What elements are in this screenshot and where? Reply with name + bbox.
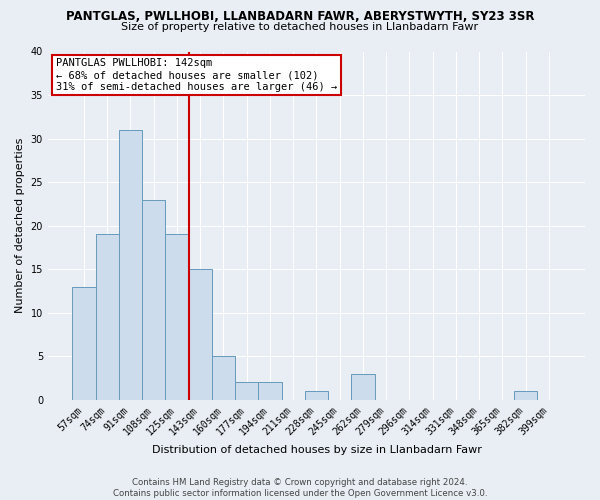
Bar [259,382,281,400]
Bar [352,374,374,400]
Text: PANTGLAS, PWLLHOBI, LLANBADARN FAWR, ABERYSTWYTH, SY23 3SR: PANTGLAS, PWLLHOBI, LLANBADARN FAWR, ABE… [66,10,534,23]
Text: Size of property relative to detached houses in Llanbadarn Fawr: Size of property relative to detached ho… [121,22,479,32]
Bar [212,356,235,400]
Text: Contains HM Land Registry data © Crown copyright and database right 2024.
Contai: Contains HM Land Registry data © Crown c… [113,478,487,498]
Bar [142,200,166,400]
Bar [119,130,142,400]
Text: PANTGLAS PWLLHOBI: 142sqm
← 68% of detached houses are smaller (102)
31% of semi: PANTGLAS PWLLHOBI: 142sqm ← 68% of detac… [56,58,337,92]
Bar [73,286,95,400]
Bar [188,269,212,400]
Y-axis label: Number of detached properties: Number of detached properties [15,138,25,314]
Bar [166,234,188,400]
Bar [95,234,119,400]
X-axis label: Distribution of detached houses by size in Llanbadarn Fawr: Distribution of detached houses by size … [152,445,481,455]
Bar [305,391,328,400]
Bar [514,391,538,400]
Bar [235,382,259,400]
